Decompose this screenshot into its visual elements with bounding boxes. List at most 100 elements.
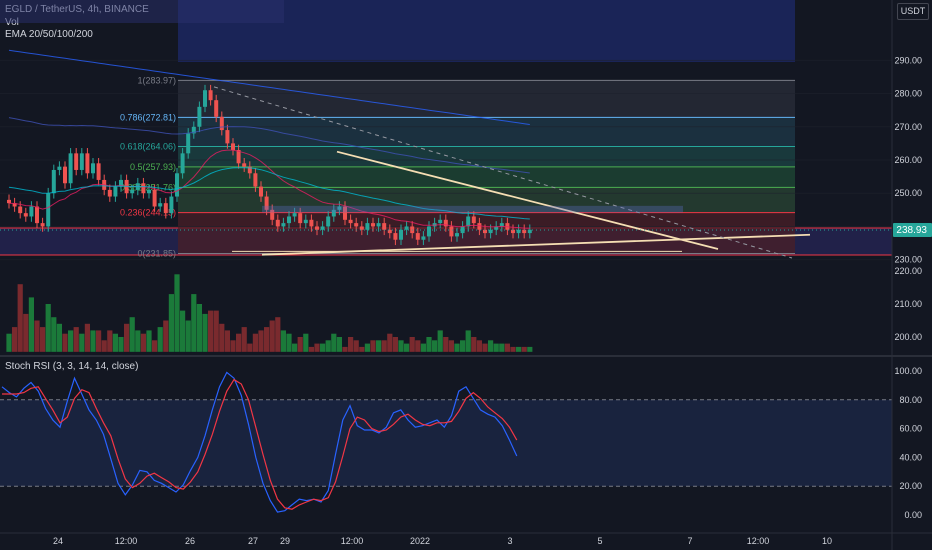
- volume-bar-32: [185, 320, 191, 352]
- current-price-label: 238.93: [896, 225, 927, 236]
- volume-bar-89: [504, 343, 510, 352]
- volume-bar-59: [336, 337, 342, 352]
- rsi-tick-label-3: 40.00: [899, 452, 922, 462]
- fib-zone-2: [178, 146, 795, 167]
- candle-body-11: [68, 153, 73, 184]
- price-tick-label-1: 280.00: [894, 89, 922, 99]
- volume-bar-29: [168, 294, 174, 352]
- candle-body-50: [287, 216, 291, 224]
- candle-body-20: [119, 179, 123, 187]
- candle-body-28: [163, 203, 168, 214]
- candle-body-93: [527, 229, 532, 234]
- volume-bar-8: [51, 317, 57, 352]
- volume-bar-62: [353, 340, 359, 352]
- stoch-rsi-k-line: [1, 371, 518, 513]
- candle-body-10: [63, 166, 67, 184]
- volume-bar-21: [124, 323, 130, 352]
- time-tick-label-10: 12:00: [747, 536, 770, 546]
- candle-body-56: [320, 226, 325, 230]
- header-highlight: [0, 0, 284, 23]
- volume-bar-83: [471, 337, 477, 352]
- candle-body-48: [275, 219, 280, 227]
- candle-body-58: [331, 209, 336, 217]
- fib-zone-4: [178, 187, 795, 213]
- volume-bar-58: [331, 333, 337, 352]
- volume-bar-20: [118, 337, 124, 352]
- candle-body-51: [292, 213, 297, 217]
- time-tick-label-1: 12:00: [115, 536, 138, 546]
- volume-bar-44: [252, 333, 258, 352]
- volume-bar-13: [79, 333, 85, 352]
- time-tick-label-7: 3: [507, 536, 512, 546]
- candle-body-2: [18, 206, 23, 214]
- candle-body-39: [225, 130, 230, 144]
- volume-bar-9: [56, 323, 62, 352]
- volume-tick-label-0: 220.00: [894, 266, 922, 276]
- volume-bar-28: [163, 320, 169, 352]
- ema-200-line: [8, 49, 530, 125]
- time-tick-label-8: 5: [597, 536, 602, 546]
- volume-bar-51: [292, 343, 298, 352]
- candle-body-73: [415, 233, 420, 240]
- candle-body-40: [231, 143, 235, 151]
- volume-bar-78: [443, 337, 449, 352]
- volume-bar-49: [280, 330, 286, 352]
- volume-bar-81: [460, 340, 466, 352]
- volume-bar-18: [107, 330, 113, 352]
- candle-body-70: [399, 229, 403, 240]
- candle-body-79: [449, 226, 454, 237]
- candle-body-57: [326, 216, 331, 227]
- volume-bar-3: [23, 313, 29, 352]
- volume-bar-43: [247, 343, 253, 352]
- volume-bar-85: [482, 343, 488, 352]
- candle-body-0: [7, 199, 11, 204]
- candle-body-75: [427, 226, 431, 237]
- candle-body-32: [186, 133, 191, 154]
- ema-legend[interactable]: EMA 20/50/100/200: [5, 29, 93, 41]
- volume-bar-73: [415, 340, 421, 352]
- candle-body-9: [57, 166, 62, 170]
- candle-body-33: [191, 126, 196, 134]
- candle-body-6: [40, 223, 45, 227]
- volume-bar-37: [213, 310, 219, 352]
- resistance-box: [262, 205, 683, 213]
- candle-body-52: [298, 213, 303, 224]
- candle-body-54: [309, 219, 314, 227]
- volume-bar-46: [264, 327, 270, 352]
- candle-body-64: [365, 223, 370, 230]
- time-tick-label-5: 12:00: [341, 536, 364, 546]
- candle-body-91: [516, 229, 521, 234]
- candle-body-63: [359, 226, 364, 230]
- candle-body-26: [152, 189, 157, 207]
- stoch-rsi-legend[interactable]: Stoch RSI (3, 3, 14, 14, close): [5, 361, 138, 373]
- volume-bar-88: [499, 343, 505, 352]
- volume-bar-26: [152, 340, 158, 352]
- candle-body-25: [147, 189, 151, 194]
- candle-body-59: [337, 206, 342, 210]
- candle-body-62: [354, 223, 359, 227]
- currency-unit-badge[interactable]: USDT: [897, 3, 929, 20]
- fib-level-label-2: 0.618(264.06): [120, 142, 176, 152]
- volume-bar-42: [241, 327, 247, 352]
- volume-bar-30: [174, 274, 180, 352]
- ema-50-line: [8, 167, 530, 220]
- candle-body-41: [236, 150, 241, 164]
- candle-body-18: [107, 189, 112, 197]
- time-tick-label-2: 26: [185, 536, 195, 546]
- candle-body-43: [247, 166, 252, 174]
- volume-bar-67: [381, 340, 387, 352]
- candle-body-1: [12, 203, 17, 207]
- candle-body-80: [455, 233, 459, 237]
- volume-bar-82: [465, 330, 471, 352]
- candle-body-24: [141, 183, 146, 194]
- candle-body-86: [488, 229, 493, 234]
- volume-bar-35: [202, 313, 208, 352]
- volume-bar-86: [488, 340, 494, 352]
- candle-body-35: [203, 90, 207, 107]
- volume-bar-91: [516, 346, 522, 352]
- candle-body-14: [85, 153, 90, 174]
- candle-body-87: [494, 226, 499, 230]
- candle-body-66: [376, 223, 381, 227]
- volume-bar-74: [420, 343, 426, 352]
